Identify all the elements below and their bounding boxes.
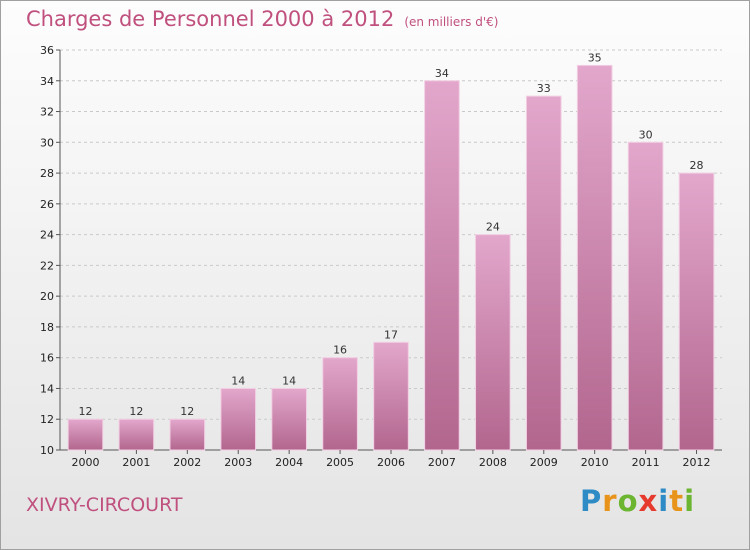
data-label: 14 <box>282 374 296 387</box>
x-tick-label: 2000 <box>71 456 99 469</box>
data-label: 34 <box>435 67 449 80</box>
bar <box>169 418 206 451</box>
bar <box>627 141 664 451</box>
logo-letter: o <box>617 484 639 518</box>
logo-letter: i <box>658 484 670 518</box>
y-tick-label: 30 <box>40 136 54 149</box>
x-tick-label: 2009 <box>530 456 558 469</box>
data-label: 24 <box>486 221 500 234</box>
chart-unit: (en milliers d'€) <box>404 15 499 29</box>
x-tick-label: 2001 <box>122 456 150 469</box>
x-tick-label: 2005 <box>326 456 354 469</box>
proxiti-logo: Proxiti <box>580 484 695 518</box>
y-tick-label: 12 <box>40 413 54 426</box>
data-label: 17 <box>384 328 398 341</box>
data-label: 33 <box>537 82 551 95</box>
y-tick-label: 18 <box>40 321 54 334</box>
data-label: 12 <box>78 405 92 418</box>
y-tick-label: 36 <box>40 44 54 57</box>
bar <box>576 64 613 451</box>
x-tick-label: 2003 <box>224 456 252 469</box>
logo-letter: t <box>669 484 685 518</box>
data-label: 12 <box>180 405 194 418</box>
x-tick-label: 2007 <box>428 456 456 469</box>
bar <box>118 418 155 451</box>
data-label: 30 <box>639 128 653 141</box>
y-tick-label: 32 <box>40 106 54 119</box>
y-tick-label: 24 <box>40 229 54 242</box>
chart-title: Charges de Personnel 2000 à 2012 (en mill… <box>26 7 498 31</box>
logo-letter: x <box>638 484 659 518</box>
y-tick-label: 10 <box>40 444 54 457</box>
chart-title-text: Charges de Personnel 2000 à 2012 <box>26 7 395 31</box>
y-tick-label: 20 <box>40 290 54 303</box>
data-label: 14 <box>231 374 245 387</box>
x-tick-label: 2012 <box>683 456 711 469</box>
x-tick-label: 2006 <box>377 456 405 469</box>
data-label: 16 <box>333 344 347 357</box>
x-tick-label: 2008 <box>479 456 507 469</box>
data-label: 12 <box>129 405 143 418</box>
data-label: 35 <box>588 51 602 64</box>
y-tick-label: 26 <box>40 198 54 211</box>
x-tick-label: 2002 <box>173 456 201 469</box>
place-name: XIVRY-CIRCOURT <box>26 494 183 516</box>
bar <box>220 387 257 451</box>
bar <box>67 418 104 451</box>
x-tick-label: 2011 <box>632 456 660 469</box>
logo-letter: r <box>602 484 618 518</box>
data-label: 28 <box>690 159 704 172</box>
y-tick-label: 22 <box>40 259 54 272</box>
logo-letter: P <box>580 484 603 518</box>
bar <box>271 387 307 451</box>
logo-letter: i <box>684 484 696 518</box>
bar <box>475 234 511 451</box>
bar <box>322 357 358 451</box>
bar <box>678 172 715 451</box>
bar <box>525 95 562 451</box>
x-tick-label: 2004 <box>275 456 303 469</box>
bar <box>373 341 409 451</box>
y-tick-label: 34 <box>40 75 54 88</box>
y-tick-label: 14 <box>40 382 54 395</box>
x-tick-label: 2010 <box>581 456 609 469</box>
bar <box>424 80 460 451</box>
y-tick-label: 28 <box>40 167 54 180</box>
y-tick-label: 16 <box>40 352 54 365</box>
